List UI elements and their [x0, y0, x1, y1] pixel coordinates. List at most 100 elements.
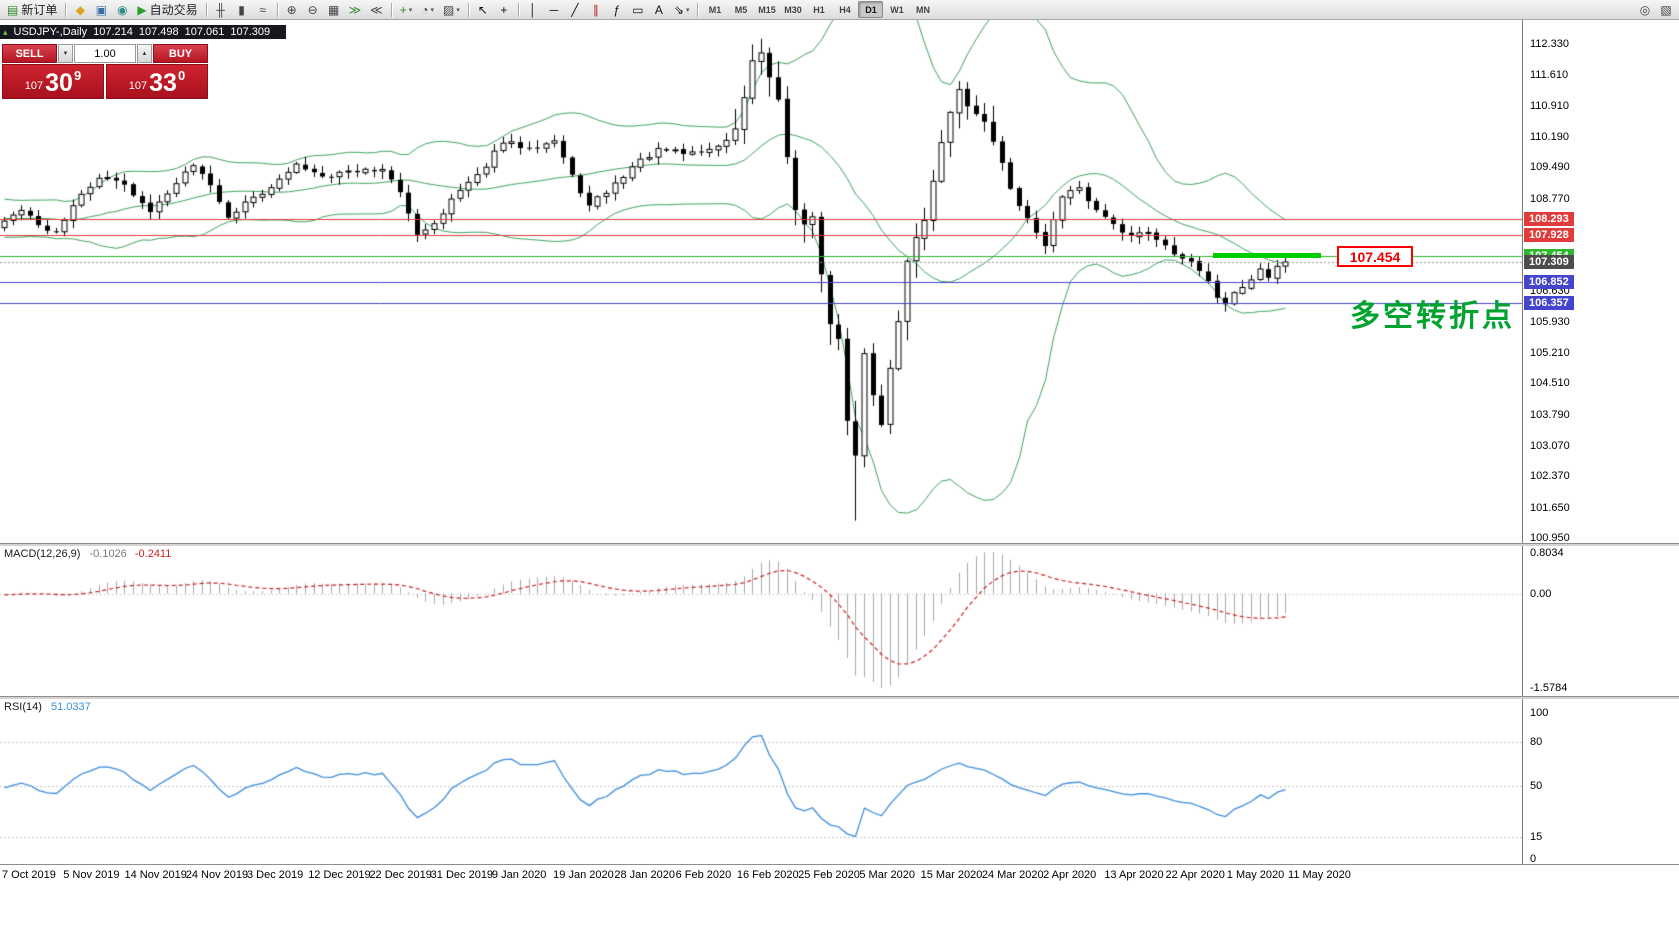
- sell-price-display[interactable]: 107 30 9: [2, 64, 104, 99]
- date-tick: 5 Nov 2019: [63, 869, 120, 881]
- crosshair-icon[interactable]: +: [494, 1, 514, 19]
- macd-panel: 0.8034 0.00 -1.5784 MACD(12,26,9) -0.1026 …: [0, 546, 1679, 696]
- text-icon[interactable]: A: [649, 1, 669, 19]
- layout-icon[interactable]: ▧: [1656, 1, 1676, 19]
- rsi-tick: 80: [1530, 736, 1543, 749]
- vertical-line-icon[interactable]: │: [523, 1, 543, 19]
- equidistant-channel-icon[interactable]: ∥: [586, 1, 606, 19]
- date-axis[interactable]: 7 Oct 2019 5 Nov 2019 14 Nov 2019 24 Nov 20…: [0, 864, 1679, 884]
- volume-input[interactable]: [74, 44, 136, 63]
- panel-splitter-1[interactable]: [0, 543, 1679, 546]
- date-tick: 22 Dec 2019: [369, 869, 432, 881]
- gold-icon[interactable]: ◆: [70, 1, 90, 19]
- vertical-line-icon: │: [529, 2, 537, 17]
- macd-label: MACD(12,26,9) -0.1026 -0.2411: [4, 548, 171, 560]
- new-order-button[interactable]: ▤ 新订单: [3, 1, 61, 19]
- price-tick: 103.070: [1530, 439, 1570, 452]
- chart-icon: ▴: [3, 26, 8, 37]
- new-order-icon: ▤: [7, 2, 19, 17]
- timeframe-m5-button[interactable]: M5: [734, 4, 748, 15]
- toolbar-separator: [390, 2, 392, 17]
- price-axis[interactable]: 112.330 111.610 110.910 110.190 109.490 108.7…: [1522, 20, 1679, 544]
- volume-down-button[interactable]: ▼: [58, 44, 73, 63]
- sell-button[interactable]: SELL: [2, 44, 57, 63]
- price-chart-canvas[interactable]: [0, 20, 1522, 543]
- trendline-icon[interactable]: ╱: [565, 1, 585, 19]
- auto-scroll-icon[interactable]: ≫: [345, 1, 366, 19]
- arrows-icon[interactable]: ⇘ ▾: [670, 1, 694, 19]
- timeframe-m15-button[interactable]: M15: [758, 4, 776, 15]
- line-chart-icon[interactable]: ≈: [253, 1, 273, 19]
- bar-chart-icon[interactable]: ╫: [211, 1, 231, 19]
- macd-axis[interactable]: 0.8034 0.00 -1.5784: [1522, 546, 1679, 696]
- date-tick: 14 Nov 2019: [124, 869, 187, 881]
- zoom-in-icon[interactable]: ⊕: [282, 1, 302, 19]
- price-tick: 111.610: [1530, 69, 1569, 82]
- price-level-label[interactable]: 107.454: [1337, 246, 1413, 267]
- dropdown-caret-icon: ▾: [430, 6, 435, 14]
- templates-icon[interactable]: ▨ ▾: [439, 1, 464, 19]
- shapes-icon[interactable]: ▭: [628, 1, 648, 19]
- text-icon: A: [654, 2, 663, 17]
- sell-price-small: 107: [24, 80, 44, 92]
- auto-trading-button[interactable]: ▶ 自动交易: [133, 1, 201, 19]
- cursor-icon: ↖: [477, 2, 488, 17]
- price-tick: 102.370: [1530, 470, 1570, 483]
- date-tick: 19 Jan 2020: [553, 869, 614, 881]
- rsi-name: RSI(14): [4, 701, 42, 713]
- rsi-value: 51.0337: [50, 701, 91, 713]
- horizontal-line-icon: ─: [549, 2, 559, 17]
- accounts-icon[interactable]: ▣: [91, 1, 111, 19]
- chart-window: 112.330 111.610 110.910 110.190 109.490 108.7…: [0, 20, 1679, 947]
- buy-price-display[interactable]: 107 33 0: [106, 64, 208, 99]
- tile-windows-icon[interactable]: ▦: [324, 1, 344, 19]
- cursor-icon[interactable]: ↖: [473, 1, 493, 19]
- toolbar-separator: [276, 2, 278, 17]
- date-tick: 28 Jan 2020: [614, 869, 675, 881]
- turning-point-note[interactable]: 多空转折点: [1350, 300, 1515, 333]
- macd-tick: 0.00: [1530, 587, 1552, 600]
- date-tick: 1 May 2020: [1226, 869, 1285, 881]
- rsi-canvas[interactable]: [0, 699, 1522, 864]
- zoom-out-icon[interactable]: ⊖: [303, 1, 323, 19]
- chart-shift-icon[interactable]: ≪: [366, 1, 387, 19]
- timeframe-m30-button[interactable]: M30: [784, 4, 802, 15]
- timeframe-w1-button[interactable]: W1: [890, 4, 904, 15]
- candlestick-chart-icon[interactable]: ▮: [232, 1, 252, 19]
- highlighted-level-segment[interactable]: [1213, 253, 1321, 258]
- shapes-icon: ▭: [632, 2, 644, 17]
- timeframe-h1-button[interactable]: H1: [813, 4, 825, 15]
- date-tick: 16 Feb 2020: [736, 869, 799, 881]
- volume-up-button[interactable]: ▲: [137, 44, 152, 63]
- zoom-out-icon: ⊖: [307, 2, 318, 17]
- date-tick: 2 Apr 2020: [1043, 869, 1097, 881]
- chart-high-value: 107.498: [138, 26, 179, 38]
- search-icon[interactable]: ◎: [1635, 1, 1655, 19]
- dropdown-caret-icon: ▾: [408, 6, 413, 14]
- date-tick: 24 Nov 2019: [185, 869, 249, 881]
- timeframe-h4-button[interactable]: H4: [839, 4, 851, 15]
- indicators-icon[interactable]: + ▾: [396, 1, 417, 19]
- fibonacci-icon: ƒ: [613, 2, 621, 17]
- timeframe-mn-button[interactable]: MN: [915, 4, 930, 15]
- price-badge: 107.928: [1524, 228, 1574, 243]
- rsi-axis[interactable]: 100 80 50 15 0: [1522, 699, 1679, 865]
- rsi-label: RSI(14) 51.0337: [4, 701, 91, 713]
- buy-button[interactable]: BUY: [153, 44, 208, 63]
- date-tick: 24 Mar 2020: [981, 869, 1044, 881]
- macd-canvas[interactable]: [0, 546, 1522, 696]
- equidistant-channel-icon: ∥: [592, 2, 599, 17]
- horizontal-line-icon[interactable]: ─: [544, 1, 564, 19]
- date-tick: 31 Dec 2019: [430, 869, 494, 881]
- panel-splitter-2[interactable]: [0, 696, 1679, 699]
- timeframe-d1-button[interactable]: D1: [858, 1, 884, 18]
- timeframe-m1-button[interactable]: M1: [708, 4, 722, 15]
- macd-main-value: -0.1026: [89, 548, 127, 560]
- date-tick: 11 May 2020: [1288, 869, 1351, 881]
- fibonacci-icon[interactable]: ƒ: [607, 1, 627, 19]
- price-tick: 109.490: [1530, 161, 1570, 174]
- service-icon: ◉: [117, 2, 128, 17]
- service-icon[interactable]: ◉: [112, 1, 132, 19]
- periods-icon[interactable]: ◔ ▾: [417, 1, 438, 19]
- bar-chart-icon: ╫: [216, 2, 225, 17]
